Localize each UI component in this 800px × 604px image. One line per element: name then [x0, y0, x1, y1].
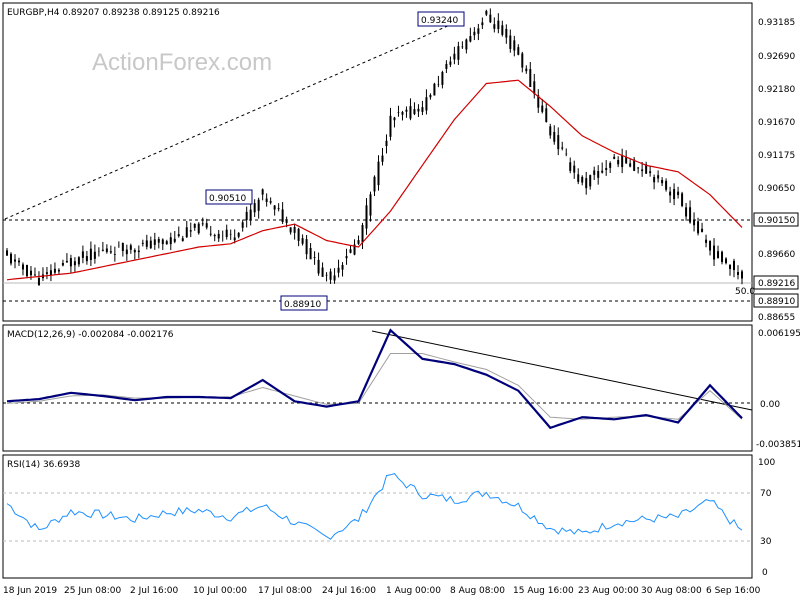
time-label: 30 Aug 08:00	[641, 586, 702, 596]
rsi-tick: 0	[762, 568, 768, 578]
macd-trend-line	[371, 330, 753, 411]
price-tick: 0.91175	[758, 151, 795, 161]
price-tag: 0.88910	[758, 297, 795, 307]
time-axis: 18 Jun 2019 25 Jun 08:00 2 Jul 16:00 10 …	[3, 586, 761, 596]
time-label: 17 Jul 08:00	[258, 586, 312, 596]
callout-high-label: 0.93240	[421, 16, 458, 26]
price-tag-89216-box	[753, 275, 799, 290]
fib-label: 50.0	[735, 287, 755, 297]
time-label: 25 Jun 08:00	[64, 586, 121, 596]
moving-average-line	[6, 79, 743, 281]
price-tag: 0.89216	[758, 279, 795, 289]
macd-axis: 0.006195 0.00 -0.003851	[756, 329, 800, 450]
price-tick: 0.91670	[758, 118, 795, 128]
price-tag-90150-box	[753, 212, 799, 227]
callout-mid-label: 0.90510	[209, 194, 246, 204]
price-tick: 0.90650	[758, 184, 795, 194]
rsi-tick: 30	[760, 537, 772, 547]
rsi-tick: 100	[758, 458, 775, 468]
time-label: 10 Jul 00:00	[193, 586, 247, 596]
callout-low-label: 0.88910	[284, 300, 321, 310]
macd-tick-zero: 0.00	[760, 400, 780, 410]
price-tag-88910-box	[753, 293, 799, 308]
rsi-axis: 100 70 30 0	[758, 458, 775, 578]
price-tick: 0.88655	[758, 313, 795, 323]
macd-panel-frame	[2, 324, 753, 452]
time-label: 24 Jul 16:00	[322, 586, 376, 596]
callout-mid: 0.90510	[205, 189, 253, 205]
price-tick: 0.93185	[758, 18, 795, 28]
rsi-line	[6, 473, 743, 540]
watermark: ActionForex.com	[92, 49, 272, 76]
time-label: 6 Sep 16:00	[706, 586, 761, 596]
macd-tag-top: 0.006195	[758, 329, 800, 339]
rsi-header: RSI(14) 36.6938	[7, 460, 80, 470]
price-tick: 0.89660	[758, 250, 795, 260]
callout-high: 0.93240	[417, 11, 465, 27]
price-tag: 0.90150	[758, 216, 795, 226]
macd-tick-low: -0.003851	[756, 440, 800, 450]
time-label: 23 Aug 00:00	[578, 586, 639, 596]
macd-line	[6, 328, 743, 430]
macd-header: MACD(12,26,9) -0.002084 -0.002176	[7, 330, 174, 340]
price-tick: 0.92690	[758, 52, 795, 62]
price-candles	[6, 8, 743, 286]
macd-signal-line	[6, 353, 743, 420]
time-label: 8 Aug 08:00	[450, 586, 505, 596]
price-tick: 0.92180	[758, 85, 795, 95]
price-axis: 0.93185 0.92690 0.92180 0.91670 0.91175 …	[753, 18, 799, 323]
time-label: 18 Jun 2019	[3, 586, 57, 596]
time-label: 1 Aug 00:00	[386, 586, 441, 596]
time-label: 15 Aug 16:00	[513, 586, 574, 596]
price-header: EURGBP,H4 0.89207 0.89238 0.89125 0.8921…	[7, 8, 220, 18]
callout-low: 0.88910	[280, 295, 328, 311]
rsi-tick: 70	[760, 489, 772, 499]
rsi-panel-frame	[2, 454, 753, 579]
time-label: 2 Jul 16:00	[130, 586, 179, 596]
